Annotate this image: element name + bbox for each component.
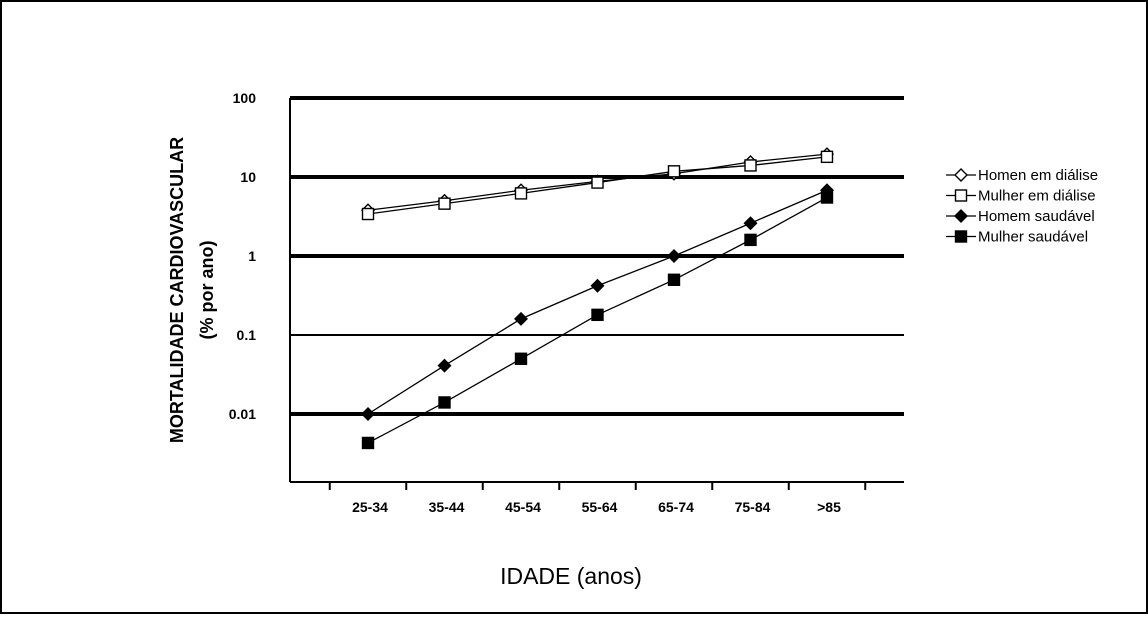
data-point (514, 352, 528, 365)
data-point (361, 407, 375, 421)
y-axis-label-line2: (% por ano) (197, 241, 217, 340)
data-point (591, 176, 604, 189)
legend-marker (954, 209, 968, 223)
x-ticks: 25-34 35-44 45-54 55-64 65-74 75-84 >85 (328, 482, 867, 515)
data-point (438, 197, 451, 210)
data-point (667, 165, 681, 178)
data-point (437, 358, 452, 373)
series-layer (361, 147, 834, 450)
x-axis-label: IDADE (anos) (500, 563, 642, 589)
series-2 (361, 150, 834, 221)
data-point (667, 273, 681, 286)
x-tick-label: 65-74 (658, 499, 694, 515)
legend-label: Homen em diálise (978, 167, 1098, 184)
x-tick-label: >85 (817, 499, 841, 515)
y-tick-label: 1 (248, 248, 256, 264)
y-ticks: 100 10 1 0.1 0.01 (229, 90, 256, 422)
data-point (820, 150, 834, 164)
data-point (514, 311, 528, 326)
data-point (361, 207, 375, 221)
legend-label: Homem saudável (978, 208, 1095, 225)
data-point (514, 187, 528, 200)
x-tick-label: 35-44 (429, 499, 465, 515)
data-point (744, 233, 757, 247)
data-point (361, 436, 375, 450)
x-tick-label: 25-34 (352, 499, 388, 515)
y-tick-label: 0.01 (229, 406, 256, 422)
data-point (820, 191, 834, 204)
y-tick-label: 10 (240, 169, 256, 185)
legend-entry: Mulher em diálise (946, 188, 1096, 205)
data-point (591, 308, 604, 322)
y-axis-label-line1: MORTALIDADE CARDIOVASCULAR (167, 137, 187, 443)
legend-label: Mulher em diálise (978, 188, 1096, 205)
legend: Homen em diálise Mulher em diálise Homem s… (946, 167, 1098, 246)
legend-label: Mulher saudável (978, 229, 1088, 246)
series-4 (361, 191, 834, 450)
legend-entry: Homen em diálise (946, 167, 1098, 184)
legend-marker (954, 168, 968, 182)
x-tick-label: 75-84 (735, 499, 771, 515)
y-tick-label: 0.1 (237, 327, 257, 343)
y-tick-label: 100 (233, 90, 257, 106)
legend-marker (954, 189, 968, 202)
x-tick-label: 55-64 (582, 499, 618, 515)
legend-entry: Mulher saudável (946, 229, 1088, 246)
data-point (667, 249, 681, 263)
data-point (743, 216, 758, 231)
data-point (744, 159, 757, 172)
data-point (590, 278, 605, 293)
data-point (438, 396, 451, 409)
axes (289, 98, 904, 483)
legend-marker (954, 230, 968, 243)
legend-entry: Homem saudável (946, 208, 1095, 225)
x-tick-label: 45-54 (505, 499, 541, 515)
